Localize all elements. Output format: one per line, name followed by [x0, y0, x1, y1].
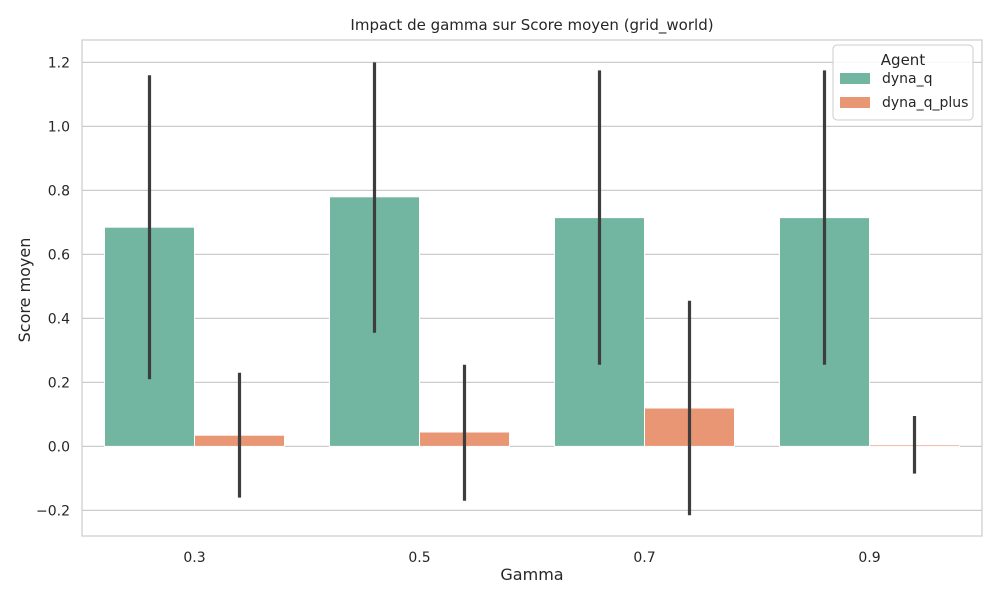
error-bars — [147, 62, 917, 516]
x-tick-label: 0.3 — [183, 550, 205, 566]
y-tick-label: −0.2 — [36, 503, 70, 519]
tick-labels: −0.2 0.0 0.2 0.4 0.6 0.8 1.0 1.2 0.3 0.5 0.7 0.9 — [36, 55, 881, 566]
y-tick-label: 0.4 — [48, 311, 70, 327]
y-tick-label: 0.2 — [48, 375, 70, 391]
legend-title: Agent — [881, 51, 926, 69]
y-tick-label: 0.8 — [48, 183, 70, 199]
y-tick-label: 0.0 — [48, 439, 70, 455]
plot-frame — [81, 39, 983, 537]
y-tick-label: 1.2 — [48, 55, 70, 71]
y-axis-label: Score moyen — [15, 238, 34, 343]
legend-label-dyna-q: dyna_q — [882, 71, 933, 87]
y-tick-label: 1.0 — [48, 119, 70, 135]
legend-label-dyna-q-plus: dyna_q_plus — [882, 95, 968, 111]
x-tick-label: 0.5 — [408, 550, 430, 566]
chart-title: Impact de gamma sur Score moyen (grid_wo… — [350, 16, 713, 35]
x-tick-label: 0.9 — [858, 550, 880, 566]
bars — [104, 196, 960, 447]
x-tick-label: 0.7 — [633, 550, 655, 566]
legend-swatch-dyna-q — [840, 73, 870, 84]
legend: Agent dyna_q dyna_q_plus — [832, 44, 974, 121]
y-tick-label: 0.6 — [48, 247, 70, 263]
x-axis-label: Gamma — [500, 565, 563, 584]
legend-swatch-dyna-q-plus — [840, 97, 870, 108]
